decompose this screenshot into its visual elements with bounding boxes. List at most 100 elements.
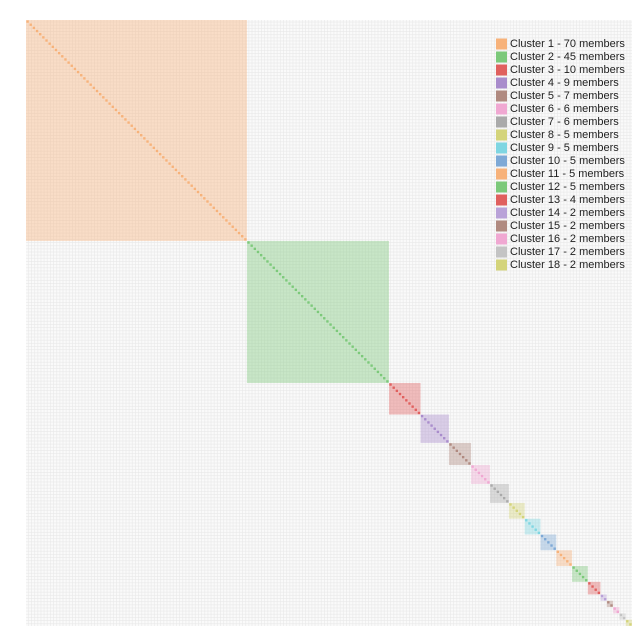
diagonal-cell <box>597 591 601 595</box>
legend-swatch <box>496 246 507 258</box>
legend-swatch <box>496 155 507 167</box>
diagonal-cell <box>417 411 421 415</box>
diagonal-cell <box>364 358 367 361</box>
diagonal-cell <box>446 440 449 443</box>
diagonal-cell <box>458 452 462 456</box>
diagonal-cell <box>525 519 528 522</box>
diagonal-cell <box>181 175 184 178</box>
diagonal-cell <box>285 279 288 282</box>
diagonal-cell <box>76 70 80 74</box>
diagonal-cell <box>231 225 234 228</box>
diagonal-cell <box>158 152 162 156</box>
diagonal-cell <box>414 408 417 411</box>
diagonal-cell <box>171 165 174 168</box>
legend-swatch <box>496 168 507 180</box>
diagonal-cell <box>57 51 61 55</box>
diagonal-cell <box>237 231 241 235</box>
diagonal-cell <box>130 124 133 127</box>
diagonal-cell <box>401 395 405 399</box>
diagonal-cell <box>594 588 597 591</box>
diagonal-cell <box>581 575 585 579</box>
matrix-background <box>26 20 632 626</box>
diagonal-cell <box>275 269 279 273</box>
diagonal-cell <box>379 373 383 377</box>
diagonal-cell <box>405 399 408 402</box>
legend-swatch <box>496 220 507 232</box>
diagonal-cell <box>83 77 86 80</box>
diagonal-cell <box>373 367 376 370</box>
diagonal-cell <box>241 235 244 238</box>
legend-label: Cluster 18 - 2 members <box>510 259 625 271</box>
diagonal-cell <box>484 478 487 481</box>
diagonal-cell <box>544 538 547 541</box>
diagonal-cell <box>127 121 130 124</box>
diagonal-cell <box>89 83 92 86</box>
diagonal-cell <box>480 474 484 478</box>
legend-swatch <box>496 129 507 141</box>
diagonal-cell <box>537 531 541 535</box>
diagonal-cell <box>168 162 171 165</box>
diagonal-cell <box>73 67 77 71</box>
diagonal-cell <box>360 354 364 358</box>
legend-label: Cluster 2 - 45 members <box>510 51 625 63</box>
diagonal-cell <box>272 266 275 269</box>
diagonal-cell <box>521 515 525 519</box>
cluster-block <box>471 465 490 484</box>
diagonal-cell <box>616 610 619 613</box>
legend-swatch <box>496 116 507 128</box>
diagonal-cell <box>316 310 320 314</box>
diagonal-cell <box>133 127 137 131</box>
diagonal-cell <box>389 383 392 386</box>
legend-swatch <box>496 103 507 115</box>
diagonal-cell <box>92 86 96 90</box>
diagonal-cell <box>455 449 459 453</box>
diagonal-cell <box>297 291 301 295</box>
diagonal-cell <box>629 623 632 626</box>
diagonal-cell <box>398 392 402 396</box>
diagonal-cell <box>424 418 427 421</box>
legend-swatch <box>496 90 507 102</box>
legend-swatch <box>496 259 507 271</box>
legend-label: Cluster 5 - 7 members <box>510 90 619 102</box>
diagonal-cell <box>439 433 443 437</box>
diagonal-cell <box>392 386 395 389</box>
diagonal-cell <box>105 99 108 102</box>
diagonal-cell <box>149 143 152 146</box>
legend-label: Cluster 12 - 5 members <box>510 181 625 193</box>
legend-label: Cluster 3 - 10 members <box>510 64 625 76</box>
legend-label: Cluster 10 - 5 members <box>510 155 625 167</box>
diagonal-cell <box>218 212 222 216</box>
diagonal-cell <box>228 222 231 225</box>
diagonal-cell <box>300 294 304 298</box>
legend-label: Cluster 17 - 2 members <box>510 246 625 258</box>
diagonal-cell <box>117 111 121 115</box>
diagonal-cell <box>269 263 272 266</box>
diagonal-cell <box>39 33 42 36</box>
diagonal-cell <box>420 414 424 418</box>
diagonal-cell <box>367 361 370 364</box>
diagonal-cell <box>610 604 613 607</box>
legend-label: Cluster 13 - 4 members <box>510 194 625 206</box>
diagonal-cell <box>278 272 282 276</box>
diagonal-cell <box>143 137 146 140</box>
diagonal-cell <box>499 493 503 497</box>
diagonal-cell <box>591 585 594 588</box>
diagonal-cell <box>29 23 32 26</box>
diagonal-cell <box>263 257 266 260</box>
diagonal-cell <box>26 20 29 23</box>
legend-swatch <box>496 142 507 154</box>
cluster-block <box>587 581 601 595</box>
diagonal-cell <box>108 102 111 105</box>
diagonal-cell <box>471 465 474 468</box>
diagonal-cell <box>111 105 114 108</box>
diagonal-cell <box>282 276 285 279</box>
diagonal-cell <box>259 253 263 257</box>
diagonal-cell <box>140 134 143 137</box>
cluster-block <box>613 607 620 614</box>
diagonal-cell <box>206 200 209 203</box>
diagonal-cell <box>187 181 190 184</box>
legend-swatch <box>496 64 507 76</box>
diagonal-cell <box>452 446 455 449</box>
diagonal-cell <box>493 487 496 490</box>
